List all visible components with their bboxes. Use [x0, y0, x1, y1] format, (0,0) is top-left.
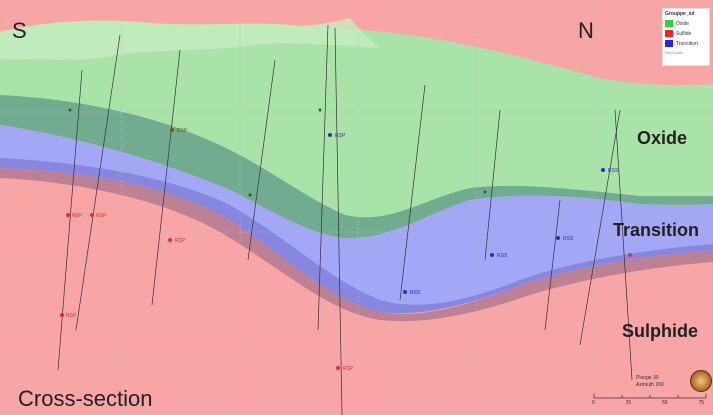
drillhole-trace [484, 109, 501, 261]
oxide-zone-label: Oxide [637, 128, 688, 148]
legend-footer: Grid scale [665, 50, 684, 55]
drillhole-label: RSP [96, 213, 107, 219]
scale-tick: 25 [625, 400, 632, 406]
oxide-lower-band [0, 95, 713, 239]
drillhole-marker [601, 168, 605, 172]
drillhole-marker [483, 190, 487, 194]
drillhole-label: RSS [563, 236, 574, 242]
drillhole-trace [151, 49, 181, 306]
transition-zone-label: Transition [613, 220, 700, 240]
drillhole-marker [90, 213, 94, 217]
legend-swatch-sulfide [665, 30, 673, 37]
drillhole-trace [247, 59, 276, 261]
drillhole-labels: RSP RSP RSP RSP RSP RSP RSP RSS RSS RSS … [66, 128, 619, 372]
drillhole-trace [544, 199, 561, 331]
drillhole-label: RSP [175, 238, 186, 244]
drillhole-marker [170, 128, 174, 132]
drillhole-trace [579, 109, 621, 346]
drillhole-marker [248, 193, 252, 197]
drillhole-marker [60, 313, 64, 317]
legend-label: Transition [676, 40, 698, 47]
drillhole-label: RSS [608, 168, 619, 174]
drillhole-marker [318, 108, 322, 112]
drillhole-label: RSP [177, 128, 188, 134]
legend-item-oxide: Oxide [665, 20, 707, 27]
scale-tick: 0 [592, 400, 595, 406]
south-label: S [12, 18, 27, 43]
drillhole-trace [317, 24, 329, 331]
scale-bar [593, 394, 707, 399]
legend-swatch-transition [665, 40, 673, 47]
drillhole-trace [614, 109, 633, 381]
drillhole-marker [336, 366, 340, 370]
sulphide-zone-label: Sulphide [622, 321, 698, 341]
drillhole-label: RSP [66, 313, 77, 319]
drillhole-trace [75, 34, 121, 331]
view-orientation-info: Plunge 30 Azimuth 200 [636, 375, 664, 389]
oxide-zone [0, 20, 713, 239]
legend-label: Sulfide [676, 30, 692, 37]
drillhole-marker [490, 253, 494, 257]
drillhole-label: RSS [497, 253, 508, 259]
sulphide-upper-band [0, 168, 713, 322]
drillhole-trace [57, 69, 83, 371]
drillhole-marker [556, 236, 560, 240]
drillhole-marker [68, 108, 72, 112]
legend-label: Oxide [676, 20, 690, 27]
legend-swatch-oxide [665, 20, 673, 27]
legend-item-transition: Transition [665, 40, 707, 47]
north-label: N [578, 18, 594, 43]
azimuth-text: Azimuth 200 [636, 382, 664, 388]
drillhole-markers [60, 108, 632, 370]
drillhole-label: RSP [343, 366, 354, 372]
legend-title: Grouppe_sd [665, 11, 695, 17]
transition-zone [0, 125, 713, 314]
legend: Grouppe_sd Oxide Sulfide Transition Grid… [662, 8, 710, 66]
drillhole-marker [66, 213, 70, 217]
drillhole-marker [328, 133, 332, 137]
drillhole-label: RSS [410, 290, 421, 296]
cross-section-title: Cross-section [18, 386, 153, 411]
drillhole-marker [628, 253, 632, 257]
drillhole-label: RSP [335, 133, 346, 139]
drillhole-trace [399, 84, 426, 301]
legend-item-sulfide: Sulfide [665, 30, 707, 37]
scale-tick: 50 [662, 400, 668, 406]
scale-tick-labels: 0 25 50 75 [592, 400, 704, 406]
oxide-upper-cap [0, 18, 380, 60]
drillhole-trace [334, 27, 343, 415]
drillhole-traces [57, 24, 633, 415]
drillhole-marker [168, 238, 172, 242]
plunge-text: Plunge 30 [636, 375, 659, 381]
scale-tick: 75 [698, 400, 704, 406]
drillhole-label: RSP [72, 213, 83, 219]
drillhole-marker [403, 290, 407, 294]
compass-icon[interactable] [690, 370, 712, 392]
